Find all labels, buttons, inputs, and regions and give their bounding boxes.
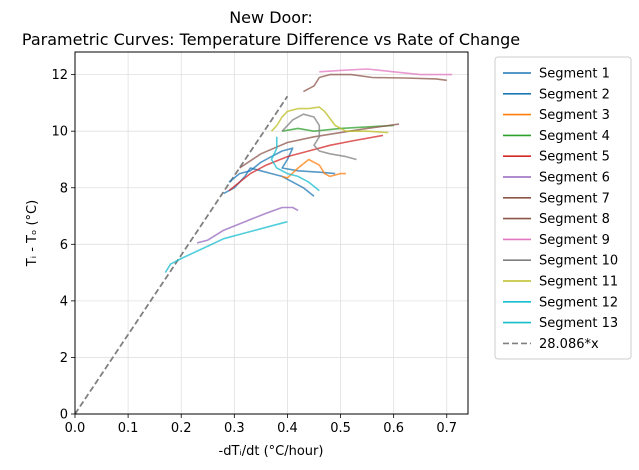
grid — [74, 52, 468, 415]
series-line-segment-13 — [164, 220, 288, 274]
series-line-segment-10 — [281, 113, 357, 161]
series-line-segment-7 — [239, 123, 400, 169]
y-tick-label: 6 — [60, 238, 68, 253]
y-tick-label: 2 — [60, 351, 68, 366]
legend-label: Segment 1 — [539, 67, 610, 82]
legend-label: Segment 11 — [539, 275, 618, 290]
legend-label: Segment 6 — [539, 171, 610, 186]
y-tick-label: 12 — [51, 68, 68, 83]
x-tick-label: 0.0 — [65, 421, 86, 436]
legend-label: Segment 2 — [539, 87, 610, 102]
series-line-segment-4 — [281, 124, 394, 132]
y-tick-label: 10 — [51, 125, 68, 140]
legend-label: Segment 9 — [539, 233, 610, 248]
plot-frame — [74, 51, 469, 415]
y-tick-label: 8 — [60, 181, 68, 196]
x-tick-label: 0.5 — [330, 421, 351, 436]
series-layer — [164, 68, 453, 274]
y-tick-label: 4 — [60, 294, 68, 309]
legend-label: Segment 8 — [539, 212, 610, 227]
y-axis-label: Tᵢ - Tₒ (°C) — [25, 200, 40, 267]
reference-line — [74, 95, 289, 415]
chart-subtitle: Parametric Curves: Temperature Differenc… — [22, 30, 520, 49]
legend-label: Segment 13 — [539, 316, 618, 331]
series-line-segment-8 — [303, 73, 447, 93]
y-tick-label: 0 — [60, 408, 68, 423]
x-axis-ticks: 0.0 0.1 0.2 0.3 0.4 0.5 0.6 0.7 — [65, 414, 457, 436]
legend-label: Segment 4 — [539, 129, 610, 144]
x-tick-label: 0.3 — [224, 421, 245, 436]
reference-line-layer — [74, 95, 289, 415]
series-line-segment-11 — [270, 106, 389, 134]
legend-label: Segment 3 — [539, 108, 610, 123]
series-line-segment-2 — [228, 147, 336, 183]
series-line-segment-9 — [319, 68, 453, 76]
x-tick-label: 0.2 — [171, 421, 192, 436]
chart-title: New Door: — [229, 8, 313, 27]
series-line-segment-6 — [196, 206, 299, 244]
x-tick-label: 0.7 — [436, 421, 457, 436]
legend-label: Segment 10 — [539, 254, 618, 269]
y-axis-ticks: 0 2 4 6 8 10 12 — [51, 68, 75, 423]
legend-frame — [494, 56, 632, 360]
legend-label: 28.086*x — [539, 337, 599, 352]
legend-label: Segment 7 — [539, 191, 610, 206]
series-line-segment-5 — [228, 134, 384, 192]
x-tick-label: 0.6 — [383, 421, 404, 436]
legend-label: Segment 12 — [539, 295, 618, 310]
legend: Segment 1 Segment 2 Segment 3 Segment 4 Segm… — [494, 56, 632, 360]
legend-label: Segment 5 — [539, 150, 610, 165]
x-axis-label: -dTᵢ/dt (°C/hour) — [219, 444, 324, 459]
series-line-segment-12 — [270, 136, 320, 192]
x-tick-label: 0.1 — [118, 421, 139, 436]
x-tick-label: 0.4 — [277, 421, 298, 436]
